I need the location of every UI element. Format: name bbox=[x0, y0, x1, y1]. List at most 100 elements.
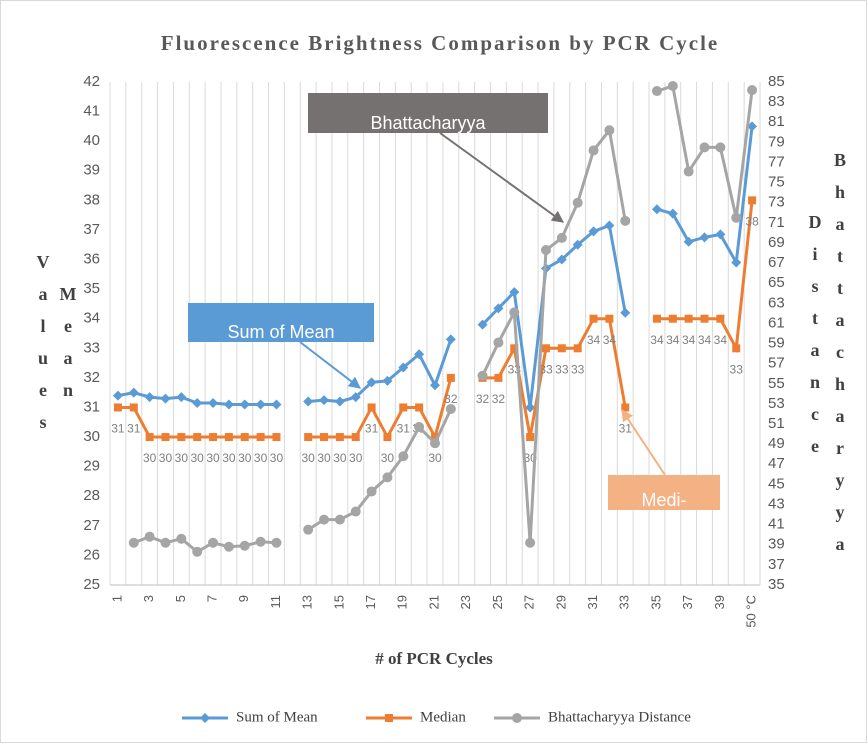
point bbox=[747, 121, 758, 132]
y2-tick-label: 49 bbox=[768, 435, 785, 452]
point bbox=[382, 375, 393, 386]
point bbox=[556, 254, 567, 265]
point bbox=[510, 344, 519, 353]
point bbox=[651, 204, 662, 215]
y2-tick-label: 83 bbox=[768, 93, 785, 110]
y2-tick-label: 67 bbox=[768, 254, 785, 271]
y-tick-label: 32 bbox=[83, 369, 100, 386]
point bbox=[239, 399, 250, 410]
y2-tick-label: 69 bbox=[768, 234, 785, 251]
point bbox=[731, 212, 742, 223]
point bbox=[271, 399, 282, 410]
point bbox=[683, 166, 694, 177]
point bbox=[415, 403, 424, 412]
point bbox=[605, 314, 614, 323]
point bbox=[446, 373, 455, 382]
y-tick-label: 39 bbox=[83, 162, 100, 179]
data-label: 30 bbox=[159, 451, 173, 465]
x-axis-title: # of PCR Cycles bbox=[375, 649, 493, 668]
data-label: 34 bbox=[603, 333, 617, 347]
data-label: 33 bbox=[730, 362, 744, 376]
data-label: 32 bbox=[492, 392, 506, 406]
y2-tick-label: 79 bbox=[768, 133, 785, 150]
y2-tick-label: 71 bbox=[768, 214, 785, 231]
point bbox=[430, 380, 440, 391]
y-tick-label: 26 bbox=[83, 546, 100, 563]
point bbox=[715, 229, 726, 240]
point bbox=[477, 319, 488, 330]
point bbox=[192, 398, 203, 409]
point bbox=[399, 403, 408, 412]
point bbox=[668, 314, 677, 323]
data-label: 30 bbox=[317, 451, 331, 465]
y2-tick-label: 85 bbox=[768, 73, 785, 90]
y-tick-label: 25 bbox=[83, 576, 100, 593]
y-tick-label: 35 bbox=[83, 280, 100, 297]
point bbox=[683, 236, 694, 247]
x-tick-label: 25 bbox=[490, 595, 505, 609]
point bbox=[303, 524, 314, 535]
y-tick-label: 42 bbox=[83, 73, 100, 90]
data-label: 33 bbox=[555, 362, 569, 376]
point bbox=[160, 393, 171, 404]
y2-tick-label: 53 bbox=[768, 395, 785, 412]
data-label: 30 bbox=[222, 451, 236, 465]
point bbox=[223, 399, 234, 410]
data-label: 30 bbox=[428, 451, 442, 465]
point bbox=[748, 196, 757, 205]
point bbox=[509, 307, 520, 318]
x-tick-label: 7 bbox=[204, 595, 219, 602]
point bbox=[367, 403, 376, 412]
y2-tick-label: 39 bbox=[768, 536, 785, 553]
chart-title: Fluorescence Brightness Comparison by PC… bbox=[161, 31, 720, 55]
point bbox=[382, 472, 393, 483]
point bbox=[716, 314, 725, 323]
y2-tick-label: 35 bbox=[768, 576, 785, 593]
point bbox=[209, 433, 218, 442]
legend-marker bbox=[385, 714, 393, 722]
point bbox=[573, 344, 582, 353]
point bbox=[667, 81, 678, 92]
y2-tick-label: 59 bbox=[768, 335, 785, 352]
point bbox=[557, 344, 566, 353]
data-label: 31 bbox=[619, 422, 633, 436]
point bbox=[651, 86, 662, 97]
point bbox=[160, 537, 171, 548]
data-label: 32 bbox=[444, 392, 458, 406]
point bbox=[144, 531, 155, 542]
point bbox=[699, 142, 710, 153]
annotation: Sum of Mean bbox=[188, 303, 374, 342]
annotation: Medi- bbox=[608, 475, 720, 510]
y2-tick-label: 41 bbox=[768, 516, 785, 533]
point bbox=[334, 396, 345, 407]
data-label: 34 bbox=[714, 333, 728, 347]
y2-tick-label: 45 bbox=[768, 475, 785, 492]
x-tick-label: 33 bbox=[617, 595, 632, 609]
point bbox=[193, 433, 202, 442]
point bbox=[398, 362, 409, 373]
data-label: 30 bbox=[206, 451, 220, 465]
y2-tick-label: 43 bbox=[768, 495, 785, 512]
point bbox=[272, 433, 281, 442]
legend-label: Bhattacharyya Distance bbox=[548, 709, 691, 725]
point bbox=[128, 387, 139, 398]
y2-tick-label: 51 bbox=[768, 415, 785, 432]
point bbox=[319, 395, 330, 406]
point bbox=[684, 314, 693, 323]
y2-tick-label: 81 bbox=[768, 113, 785, 130]
data-label: 30 bbox=[270, 451, 284, 465]
point bbox=[304, 433, 313, 442]
annotation-arrow bbox=[621, 408, 666, 476]
point bbox=[445, 403, 456, 414]
x-tick-label: 23 bbox=[458, 595, 473, 609]
point bbox=[319, 514, 330, 525]
data-label: 34 bbox=[666, 333, 680, 347]
point bbox=[541, 344, 550, 353]
y-tick-label: 41 bbox=[83, 103, 100, 120]
point bbox=[588, 226, 599, 237]
data-label: 31 bbox=[365, 422, 379, 436]
data-label: 30 bbox=[381, 451, 395, 465]
data-label: 34 bbox=[587, 333, 601, 347]
y2-axis-title: Bhattacharyya Distance bbox=[805, 150, 850, 566]
